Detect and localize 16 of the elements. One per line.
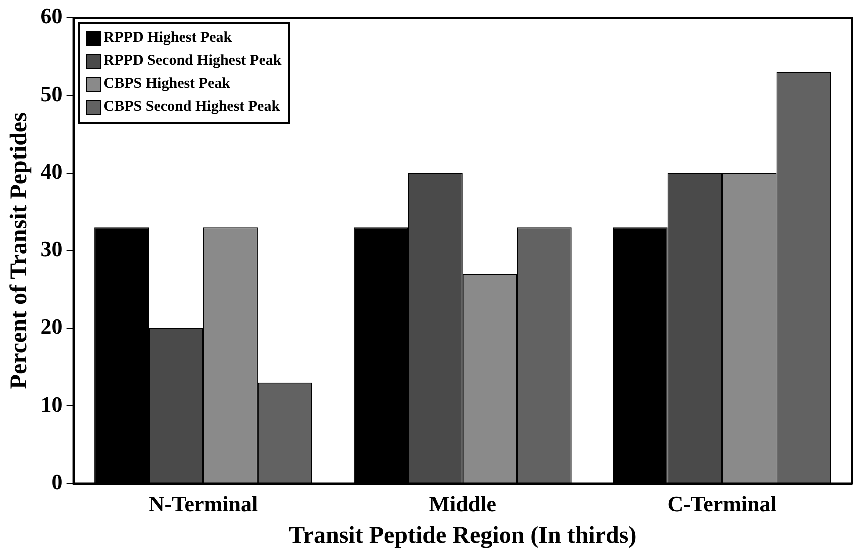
y-tick-label: 40 — [40, 158, 63, 184]
x-tick-label: C-Terminal — [668, 492, 777, 517]
legend-label: RPPD Highest Peak — [104, 30, 232, 47]
y-tick-label: 20 — [40, 314, 63, 340]
legend-label: CBPS Highest Peak — [104, 76, 230, 93]
y-tick-label: 30 — [40, 236, 63, 262]
y-tick-label: 60 — [40, 4, 63, 29]
legend-label: CBPS Second Highest Peak — [104, 99, 280, 116]
y-tick-label: 50 — [40, 81, 63, 106]
legend-label: RPPD Second Highest Peak — [104, 53, 282, 70]
x-axis-title: Transit Peptide Region (In thirds) — [289, 522, 637, 549]
y-tick-label: 10 — [40, 392, 63, 417]
x-tick-label: Middle — [429, 492, 497, 517]
x-tick-label: N-Terminal — [148, 492, 258, 517]
y-tick-label: 0 — [52, 469, 63, 494]
y-axis-title: Percent of Transit Peptides — [6, 112, 33, 390]
